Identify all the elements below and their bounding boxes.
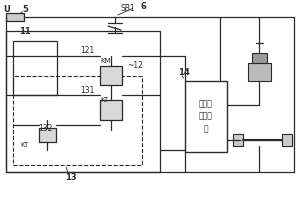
Bar xyxy=(100,66,122,85)
Text: 11: 11 xyxy=(19,27,30,36)
Text: U: U xyxy=(4,5,11,14)
Bar xyxy=(6,13,24,21)
Text: KT: KT xyxy=(100,97,109,103)
Bar xyxy=(232,134,243,146)
Bar xyxy=(100,100,122,120)
Bar xyxy=(185,81,226,152)
Text: KT: KT xyxy=(21,142,29,148)
Text: 131: 131 xyxy=(80,86,95,95)
Text: 直流电
输出装
置: 直流电 输出装 置 xyxy=(199,99,213,133)
Bar xyxy=(13,41,57,95)
Text: SB1: SB1 xyxy=(120,4,135,13)
Bar xyxy=(6,31,160,172)
Text: KM: KM xyxy=(100,58,111,64)
Bar xyxy=(248,63,272,81)
Bar xyxy=(13,76,142,165)
Text: 13: 13 xyxy=(65,173,77,182)
Text: ~12: ~12 xyxy=(127,61,143,70)
Text: 5: 5 xyxy=(22,5,28,14)
Text: 121: 121 xyxy=(80,46,94,55)
Text: 132: 132 xyxy=(38,124,53,133)
Bar xyxy=(282,134,292,146)
Text: 6: 6 xyxy=(140,2,146,11)
Text: 14: 14 xyxy=(178,68,190,77)
Bar xyxy=(38,128,56,142)
Bar xyxy=(251,53,268,63)
